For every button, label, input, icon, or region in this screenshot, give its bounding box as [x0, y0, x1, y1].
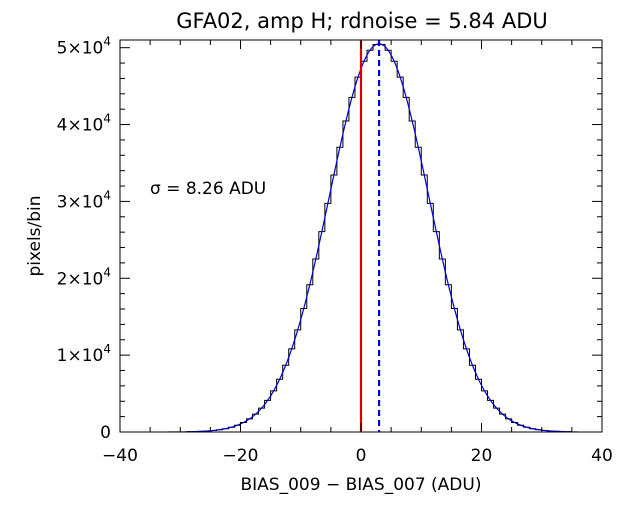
y-tick-label: 3×104 [57, 188, 111, 212]
x-tick-label: −20 [223, 446, 259, 466]
chart-title: GFA02, amp H; rdnoise = 5.84 ADU [176, 9, 547, 33]
y-tick-mantissa: 4×10 [57, 116, 104, 136]
y-tick-mantissa: 3×10 [57, 192, 104, 212]
y-tick-label: 4×104 [57, 112, 111, 136]
x-axis-label: BIAS_009 − BIAS_007 (ADU) [241, 475, 482, 495]
y-tick-exponent: 4 [103, 112, 111, 126]
sigma-value: = 8.26 ADU [161, 179, 266, 199]
y-tick-exponent: 4 [103, 35, 111, 49]
x-axis: −40 −20 0 20 40 [102, 40, 613, 466]
y-tick-mantissa: 0 [100, 423, 111, 443]
plot-frame [119, 39, 603, 433]
sigma-symbol: σ [150, 179, 161, 199]
y-tick-mantissa: 2×10 [57, 269, 104, 289]
y-tick-label: 2×104 [57, 265, 111, 289]
x-tick-label: 20 [471, 446, 493, 466]
y-tick-exponent: 4 [103, 265, 111, 279]
y-tick-label: 5×104 [57, 35, 111, 59]
sigma-annotation: σ = 8.26 ADU [150, 179, 266, 199]
y-axis-label: pixels/bin [25, 195, 45, 276]
y-tick-exponent: 4 [103, 342, 111, 356]
y-tick-label: 0 [100, 423, 111, 443]
x-tick-label: −40 [102, 446, 138, 466]
x-tick-label: 0 [356, 446, 367, 466]
histogram-steps [149, 44, 578, 433]
plot-area [149, 40, 578, 433]
y-tick-exponent: 4 [103, 188, 111, 202]
y-tick-mantissa: 1×10 [57, 346, 104, 366]
x-tick-label: 40 [591, 446, 613, 466]
y-tick-label: 1×104 [57, 342, 111, 366]
y-tick-mantissa: 5×10 [57, 39, 104, 59]
